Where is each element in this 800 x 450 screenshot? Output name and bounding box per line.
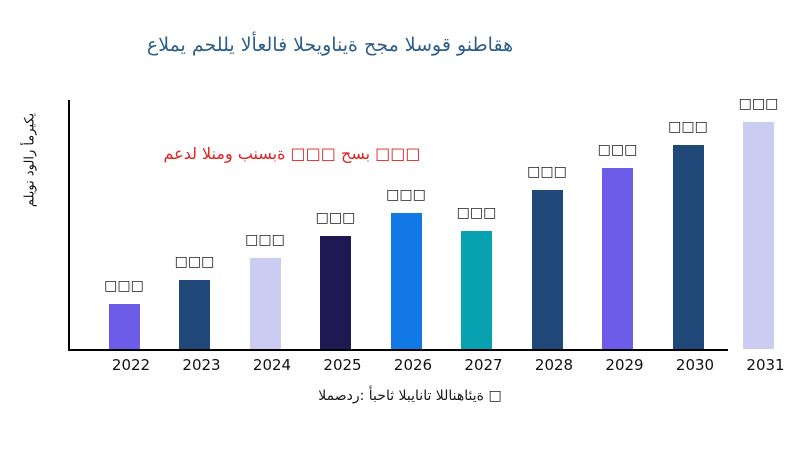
bar-value-label-2029: □□□ bbox=[597, 142, 638, 158]
bar-value-label-2026: □□□ bbox=[386, 187, 426, 203]
bar-value-label-2028: □□□ bbox=[527, 164, 567, 180]
bar-value-label-2022: □□□ bbox=[104, 278, 144, 294]
bar-2025 bbox=[320, 236, 351, 349]
x-tick-label-2028: 2028 bbox=[534, 356, 574, 374]
bar-value-label-2024: □□□ bbox=[245, 232, 285, 248]
bar-2027 bbox=[461, 231, 492, 349]
y-axis-label: مليون دولار أمريكي bbox=[22, 112, 38, 208]
x-tick-label-2026: 2026 bbox=[393, 356, 433, 374]
x-tick-label-2022: 2022 bbox=[111, 356, 151, 374]
bar-value-label-2027: □□□ bbox=[456, 205, 497, 221]
x-tick-label-2030: 2030 bbox=[675, 356, 715, 374]
growth-rate-annotation: معدل النمو بنسبة □□□ حسب □□□ bbox=[163, 144, 421, 163]
bar-2030 bbox=[672, 145, 704, 349]
x-tick-label-2031: 2031 bbox=[746, 356, 785, 374]
x-tick-label-2023: 2023 bbox=[182, 356, 221, 374]
bar-value-label-2025: □□□ bbox=[315, 210, 356, 226]
bar-2029 bbox=[602, 168, 633, 349]
y-axis-line bbox=[68, 100, 70, 351]
x-tick-label-2024: 2024 bbox=[252, 356, 292, 374]
bar-value-label-2030: □□□ bbox=[668, 119, 708, 135]
bar-2031 bbox=[743, 122, 774, 349]
bar-2026 bbox=[390, 213, 422, 349]
x-tick-label-2025: 2025 bbox=[323, 356, 362, 374]
x-axis-line bbox=[68, 349, 728, 351]
x-tick-label-2029: 2029 bbox=[605, 356, 644, 374]
source-note: المصدر: أبحاث البيانات اللانهائية □ bbox=[318, 388, 502, 404]
bar-value-label-2031: □□□ bbox=[738, 96, 779, 112]
bar-2022 bbox=[108, 304, 140, 349]
bar-2023 bbox=[179, 280, 210, 349]
chart-title: عالمي محللي الأعلاف الحيوانية حجم السوق … bbox=[146, 34, 514, 56]
x-tick-label-2027: 2027 bbox=[464, 356, 503, 374]
bar-2028 bbox=[531, 190, 563, 349]
bar-2024 bbox=[249, 258, 281, 349]
bar-value-label-2023: □□□ bbox=[174, 254, 215, 270]
